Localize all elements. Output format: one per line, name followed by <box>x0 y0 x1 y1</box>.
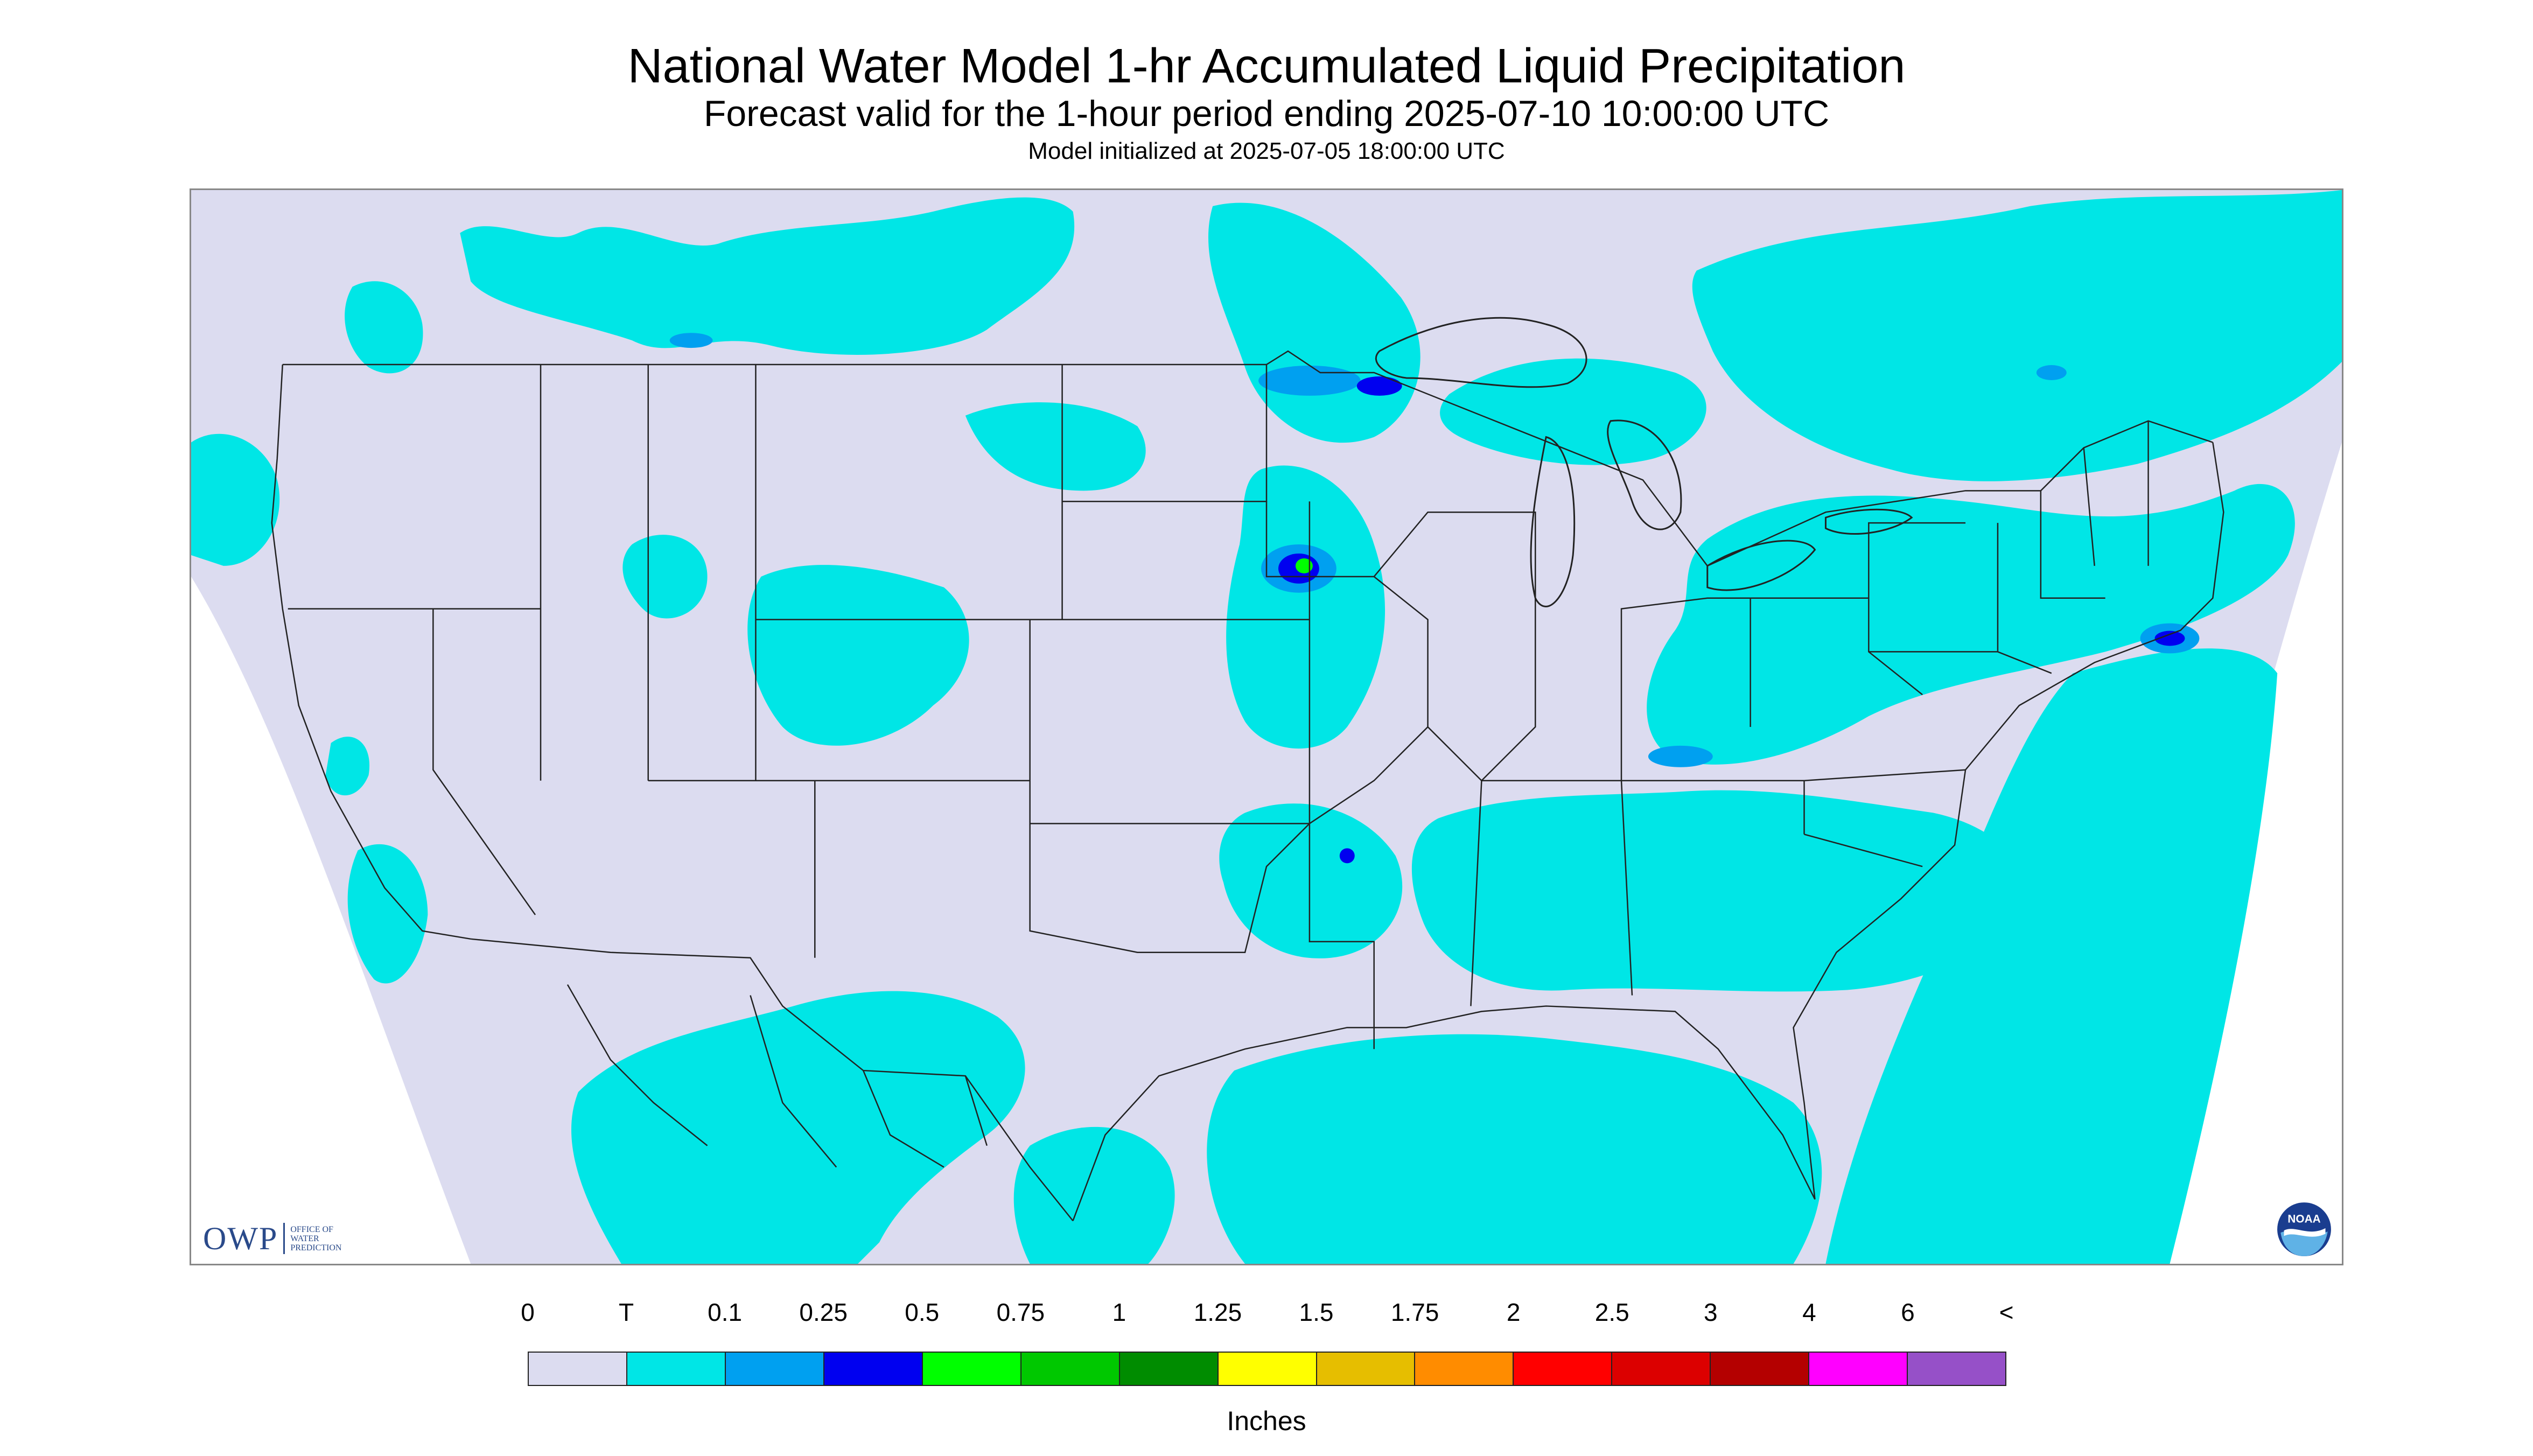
precip-region-great-lakes-ontario <box>1440 358 1706 465</box>
precip-moderate-superior <box>1356 376 1402 396</box>
legend-swatch <box>1021 1353 1120 1385</box>
gulf-coast <box>1072 1005 1816 1221</box>
legend-tick-label: < <box>1999 1298 2014 1326</box>
legend-tick-label: 3 <box>1704 1298 1718 1326</box>
precip-light-montana <box>669 333 713 348</box>
legend-tick-label: 1.75 <box>1390 1298 1439 1326</box>
forecast-valid-subtitle: Forecast valid for the 1-hour period end… <box>703 93 1830 134</box>
legend-tick-label: 0.25 <box>799 1298 848 1326</box>
legend-swatch <box>1809 1353 1908 1385</box>
precip-region-idaho <box>622 535 708 619</box>
precip-region-gulf-of-mexico <box>1207 1034 1822 1264</box>
owp-logo: OWP OFFICE OF WATER PREDICTION <box>203 1219 341 1258</box>
owp-logo-line: OFFICE OF <box>290 1224 333 1234</box>
precip-region-mexico-sierra-madre <box>571 991 1025 1264</box>
owp-logo-line: PREDICTION <box>290 1243 342 1252</box>
map-title: National Water Model 1-hr Accumulated Li… <box>627 39 1906 93</box>
model-init-line: Model initialized at 2025-07-05 18:00:00… <box>1028 138 1505 164</box>
precip-region-southeast <box>1411 790 2021 992</box>
precip-region-western-atlantic <box>1825 648 2278 1264</box>
legend-tick-label: 2.5 <box>1594 1298 1629 1326</box>
state-lines-central <box>1029 501 1966 1049</box>
precip-region-mexico-east <box>1013 1126 1175 1264</box>
precip-region-nevada-spot <box>325 737 370 796</box>
noaa-logo-text: NOAA <box>2287 1213 2320 1226</box>
legend-tick-label: 2 <box>1506 1298 1521 1326</box>
precip-light-ohio-valley <box>1648 745 1713 767</box>
map-canvas <box>191 190 2342 1264</box>
legend-tick-label: 1.5 <box>1299 1298 1334 1326</box>
precip-region-northern-rockies <box>460 197 1075 355</box>
lake-ontario <box>1824 508 1913 535</box>
owp-logo-letters: OWP <box>203 1220 278 1256</box>
precip-light-superior <box>1258 366 1361 396</box>
legend-swatch <box>1317 1353 1416 1385</box>
legend-swatch <box>1415 1353 1514 1385</box>
legend-swatch <box>1514 1353 1613 1385</box>
lake-huron <box>1607 419 1682 530</box>
legend-swatch <box>529 1353 627 1385</box>
precip-region-quebec-maritimes <box>1692 190 2342 481</box>
legend-tick-label: 0.1 <box>708 1298 743 1326</box>
lake-superior <box>1375 317 1587 388</box>
legend-tick-label: 0 <box>521 1298 535 1326</box>
legend-tick-label: 0.5 <box>905 1298 940 1326</box>
legend-tick-label: 1 <box>1112 1298 1126 1326</box>
legend-swatch <box>1711 1353 1810 1385</box>
legend-swatch <box>1119 1353 1219 1385</box>
legend-tick-label: 4 <box>1802 1298 1816 1326</box>
legend-color-bar <box>528 1352 2006 1386</box>
state-lines-east <box>1868 421 2149 674</box>
precip-region-western-montana <box>345 281 423 374</box>
legend-swatch <box>824 1353 923 1385</box>
political-boundaries <box>271 350 2224 1222</box>
legend-tick-label: 0.75 <box>996 1298 1045 1326</box>
legend-swatch <box>1612 1353 1711 1385</box>
precip-legend: 0 T 0.1 0.25 0.5 0.75 1 1.25 1.5 1.75 2 2.5 3 4 6 < Inc… <box>0 1298 2533 1438</box>
precip-moderate-arkansas <box>1339 848 1355 864</box>
precip-moderate-new-england <box>2154 631 2185 646</box>
precip-region-colorado-wyoming <box>747 565 969 746</box>
owp-logo-divider <box>283 1223 285 1254</box>
legend-swatch <box>627 1353 726 1385</box>
precip-trace-layer <box>191 190 2342 1264</box>
precip-region-oklahoma-arkansas <box>1219 803 1403 958</box>
precip-heavy-minnesota <box>1295 558 1313 573</box>
owp-logo-text: OFFICE OF WATER PREDICTION <box>290 1225 341 1252</box>
precip-region-northeast-ohio-valley <box>1647 484 2295 765</box>
us-mexico-border <box>471 938 1074 1222</box>
west-coast <box>271 364 471 940</box>
legend-tick-label: 1.25 <box>1193 1298 1242 1326</box>
legend-tick-label: T <box>619 1298 634 1326</box>
precip-light-quebec <box>2036 365 2067 380</box>
legend-swatch <box>922 1353 1021 1385</box>
owp-logo-line: WATER <box>290 1234 319 1243</box>
mexico-state-lines <box>566 984 988 1168</box>
legend-swatch <box>725 1353 824 1385</box>
legend-units: Inches <box>1227 1406 1306 1436</box>
noaa-logo: NOAA <box>2277 1202 2331 1256</box>
us-canada-border <box>282 350 2213 567</box>
precip-region-california-coast <box>347 844 428 984</box>
precipitation-map: OWP OFFICE OF WATER PREDICTION NOAA <box>190 188 2343 1265</box>
precip-region-pacific-northwest <box>191 433 280 566</box>
legend-tick-label: 6 <box>1901 1298 1915 1326</box>
legend-swatch <box>1218 1353 1317 1385</box>
precip-region-north-dakota <box>965 402 1146 491</box>
legend-swatch <box>1908 1353 2006 1385</box>
